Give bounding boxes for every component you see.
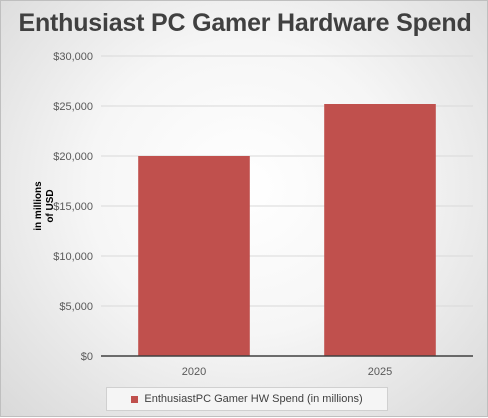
x-tick-label: 2025 [368, 366, 392, 378]
x-tick-label: 2020 [182, 366, 206, 378]
legend: EnthusiastPC Gamer HW Spend (in millions… [106, 387, 388, 411]
bar [324, 104, 436, 356]
legend-label: EnthusiastPC Gamer HW Spend (in millions… [144, 393, 363, 405]
y-tick-label: $10,000 [53, 251, 93, 263]
y-tick-label: $15,000 [53, 201, 93, 213]
y-tick-label: $5,000 [59, 301, 93, 313]
legend-swatch [131, 395, 139, 403]
y-tick-label: $30,000 [53, 51, 93, 63]
chart-title: Enthusiast PC Gamer Hardware Spend [18, 9, 472, 37]
y-tick-label: $20,000 [53, 151, 93, 163]
y-tick-label: $0 [81, 351, 93, 363]
bar [138, 156, 250, 356]
y-tick-label: $25,000 [53, 101, 93, 113]
